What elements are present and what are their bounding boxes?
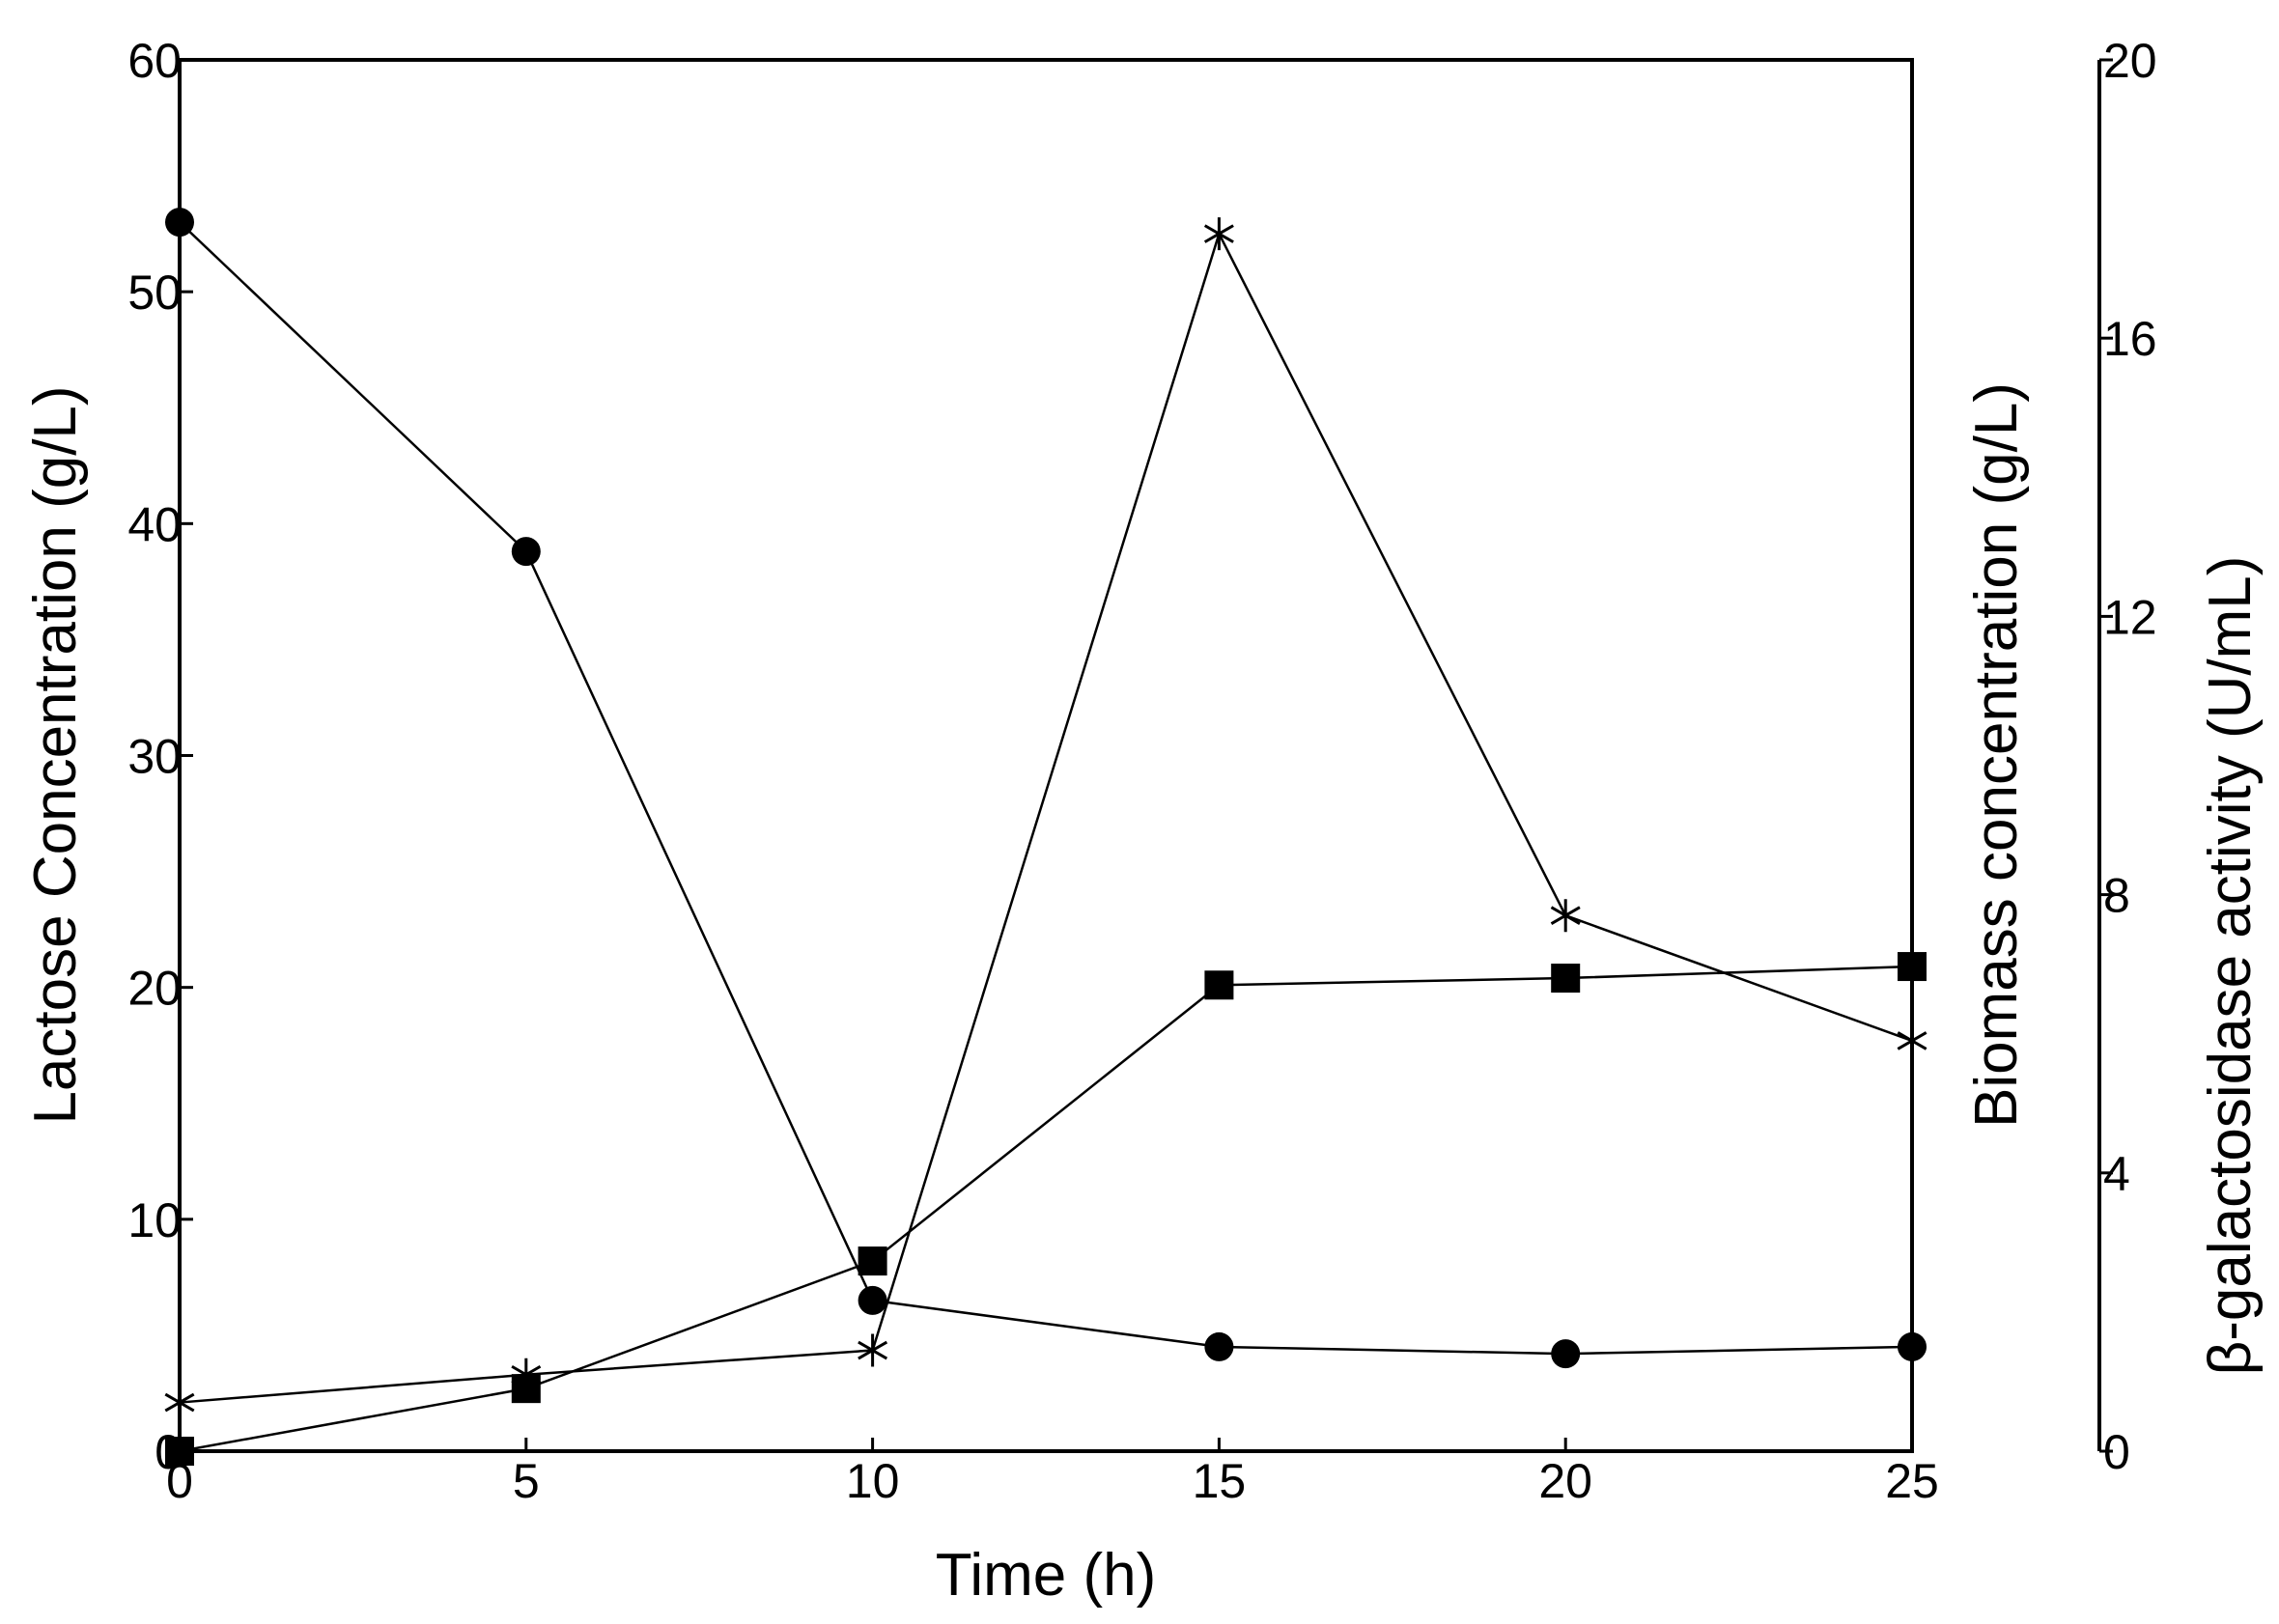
left-tick-label: 30	[127, 730, 182, 784]
outer-right-tick-label: 20	[2103, 34, 2157, 88]
data-point-circle	[1551, 1339, 1581, 1369]
series-circle	[165, 208, 1927, 1369]
data-point-square	[858, 1246, 887, 1276]
left-tick-label: 60	[127, 34, 182, 88]
left-tick-label: 20	[127, 962, 182, 1016]
data-point-circle	[511, 537, 541, 567]
outer-right-tick-label: 4	[2103, 1147, 2130, 1201]
data-point-asterisk	[858, 1333, 888, 1367]
data-point-square	[1204, 970, 1234, 1000]
x-axis-ticks: 0 5 10 15 20 25	[166, 1438, 1939, 1508]
outer-right-axis-ticks: 0 4 8 12 16 20	[2099, 34, 2157, 1479]
data-point-circle	[858, 1285, 887, 1315]
left-axis-title: Lactose Concentration (g/L)	[22, 385, 89, 1124]
data-point-circle	[165, 208, 194, 238]
data-point-asterisk	[1897, 1023, 1927, 1057]
data-point-asterisk	[511, 1358, 542, 1391]
x-axis-title: Time (h)	[936, 1542, 1156, 1609]
data-point-asterisk	[1550, 899, 1581, 933]
data-point-square	[1551, 964, 1581, 994]
left-axis-ticks: 0102030405060	[127, 34, 193, 1479]
data-point-circle	[1898, 1331, 1927, 1361]
x-tick-label: 5	[513, 1454, 540, 1508]
outer-right-tick-label: 12	[2103, 590, 2157, 644]
data-point-circle	[1204, 1331, 1234, 1361]
x-tick-label: 25	[1885, 1454, 1939, 1508]
data-point-asterisk	[164, 1386, 195, 1419]
left-tick-label: 10	[127, 1193, 182, 1247]
x-tick-label: 10	[846, 1454, 900, 1508]
left-tick-label: 50	[127, 266, 182, 320]
x-tick-label: 15	[1193, 1454, 1247, 1508]
data-point-square	[165, 1437, 194, 1466]
outer-right-tick-label: 8	[2103, 869, 2130, 923]
left-tick-label: 40	[127, 497, 182, 551]
series-line-asterisk	[179, 230, 1913, 1404]
plot-frame	[178, 58, 1914, 1453]
data-point-asterisk	[1203, 217, 1234, 251]
series-asterisk	[164, 217, 1927, 1419]
inner-right-axis-title: Biomass concentration (g/L)	[1963, 382, 2030, 1128]
series-layer	[164, 208, 1927, 1466]
outer-right-tick-label: 16	[2103, 312, 2157, 366]
series-line-circle	[179, 221, 1913, 1356]
outer-right-tick-label: 0	[2103, 1425, 2130, 1479]
series-line-square	[179, 965, 1913, 1453]
series-square	[165, 952, 1927, 1466]
data-point-square	[1898, 952, 1927, 982]
outer-right-axis-title: β-galactosidase activity (U/mL)	[2197, 556, 2264, 1376]
x-tick-label: 20	[1538, 1454, 1592, 1508]
